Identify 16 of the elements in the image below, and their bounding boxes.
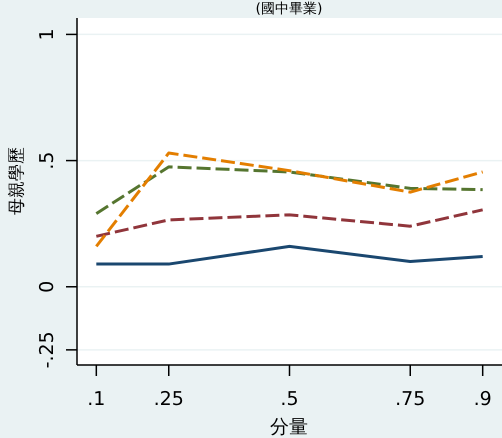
y-tick-label: -.25	[36, 331, 58, 368]
x-tick-label: .75	[395, 388, 426, 410]
x-tick-label: .9	[474, 388, 492, 410]
chart-title: (國中畢業)	[256, 1, 322, 17]
y-axis-title: 母親學歷	[7, 146, 27, 215]
x-tick-label: .25	[154, 388, 184, 410]
line-series	[94, 208, 484, 238]
x-tick-label: .1	[87, 388, 106, 410]
x-axis-title: 分量	[270, 416, 308, 438]
line-series	[94, 165, 484, 216]
y-tick-label: 0	[36, 280, 58, 293]
y-tick-label: .5	[36, 152, 58, 170]
y-tick-label: 1	[36, 28, 58, 40]
line-series	[94, 152, 484, 248]
line-series	[94, 244, 484, 266]
x-tick-label: .5	[280, 388, 299, 410]
